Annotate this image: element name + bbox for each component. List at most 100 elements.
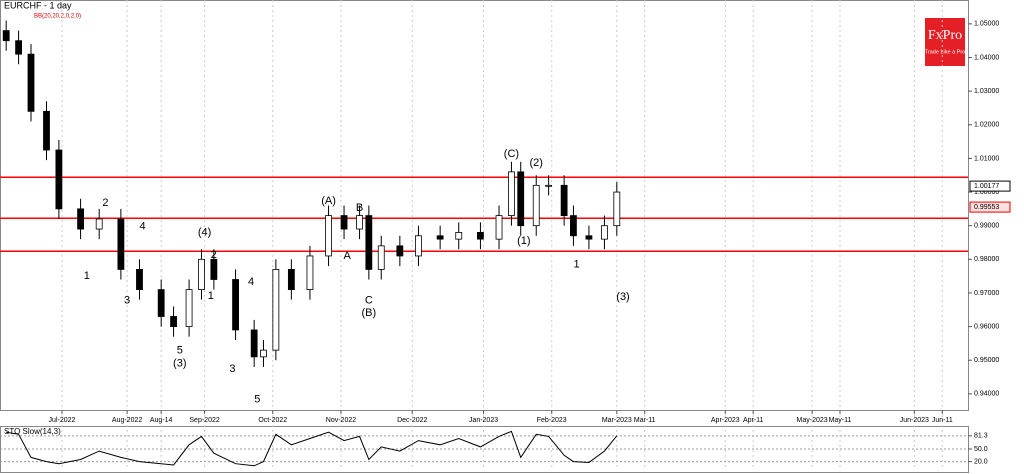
y-tick-label: 0.99000 (974, 223, 999, 230)
candle-body (325, 215, 332, 257)
wave-label: (4) (198, 226, 211, 238)
candle-body (136, 269, 143, 290)
wave-label: A (343, 250, 351, 262)
x-tick-label: Oct-2022 (258, 417, 287, 424)
y-tick-label: 1.02000 (974, 122, 999, 129)
candle-body (250, 329, 258, 358)
candle-body (306, 255, 314, 290)
wave-label: (1) (517, 235, 530, 247)
wave-label: 3 (124, 294, 130, 306)
price-label: 1.00177 (974, 183, 999, 190)
wave-label: 4 (248, 276, 254, 288)
candle-body (477, 232, 484, 240)
y-tick-label: 0.98000 (974, 256, 999, 263)
candle-body (455, 232, 463, 240)
x-tick-label: Mar-2023 (602, 417, 632, 424)
candle-body (272, 269, 280, 351)
candle-body (560, 184, 568, 216)
candle-body (232, 279, 239, 331)
candle-body (436, 235, 444, 240)
candle-body (27, 53, 35, 112)
y-tick-label: 1.03000 (974, 88, 999, 95)
candle-body (117, 218, 125, 270)
wave-label: C (365, 294, 373, 306)
candle-body (396, 245, 404, 257)
x-tick-label: Nov-2022 (326, 417, 356, 424)
wave-label: 4 (140, 220, 146, 232)
x-tick-label: Aug-14 (150, 417, 173, 424)
candle-body (377, 245, 385, 270)
x-tick-label: May-2023 (797, 417, 828, 424)
candle-body (287, 269, 295, 290)
wave-label: (3) (616, 291, 629, 303)
candle-body (95, 218, 103, 230)
sto-line (6, 430, 618, 467)
candle-body (210, 258, 218, 280)
y-tick-label: 81.3 (974, 433, 988, 440)
y-tick-label: 1.05000 (974, 21, 999, 28)
price-label: 0.99553 (974, 204, 999, 211)
chart-title: EURCHF - 1 day (4, 0, 72, 10)
y-tick-label: 50.0 (974, 446, 988, 453)
candle-body (495, 215, 503, 240)
logo-tagline: Trade Like a Pro (925, 49, 965, 55)
candle-body (601, 225, 608, 240)
wave-label: (A) (321, 195, 336, 207)
x-tick-label: Feb-2023 (537, 417, 567, 424)
candle-body (55, 149, 63, 210)
y-tick-label: 1.04000 (974, 54, 999, 61)
wave-label: 1 (208, 290, 214, 302)
candle-body (356, 215, 363, 230)
candle-body (365, 215, 373, 270)
wave-label: (3) (173, 357, 186, 369)
candle-body (43, 110, 50, 151)
y-tick-label: 20.0 (974, 458, 988, 465)
sto-title: STO Slow(14,3) (4, 427, 61, 436)
candle-body (545, 184, 553, 187)
logo-box (925, 18, 965, 66)
wave-label: (C) (504, 148, 519, 160)
candle-body (508, 171, 515, 216)
y-tick-label: 0.95000 (974, 357, 999, 364)
y-tick-label: 0.94000 (974, 391, 999, 398)
indicator-label: BB(20,20,2,0,2.0) (34, 14, 81, 20)
y-tick-label: 0.97000 (974, 290, 999, 297)
wave-label: 1 (573, 258, 579, 270)
x-tick-label: Mar-11 (634, 417, 656, 424)
candle-body (185, 289, 193, 327)
x-tick-label: Jan-2023 (469, 417, 498, 424)
candle-body (585, 235, 593, 240)
x-tick-label: Jun-2023 (900, 417, 929, 424)
candle-body (157, 289, 165, 317)
candle-body (260, 349, 267, 358)
candle-body (2, 30, 10, 42)
candle-body (415, 235, 422, 257)
price-label-box (969, 180, 1011, 192)
price-label-box (969, 201, 1011, 213)
x-tick-label: Jun-11 (932, 417, 953, 424)
main-panel (0, 0, 969, 411)
x-tick-label: Apr-2023 (711, 417, 740, 424)
wave-label: (B) (362, 307, 377, 319)
candle-body (15, 40, 22, 55)
wave-label: (2) (530, 157, 543, 169)
y-tick-label: 0.96000 (974, 323, 999, 330)
x-tick-label: Apr-11 (743, 417, 764, 424)
wave-label: 1 (84, 270, 90, 282)
wave-label: 2 (211, 249, 217, 261)
candle-body (570, 215, 577, 237)
logo-name: FxPro (928, 28, 962, 43)
wave-label: 3 (229, 363, 235, 375)
candle-body (198, 258, 205, 290)
wave-label: 5 (254, 393, 260, 405)
candle-body (340, 215, 348, 230)
wave-label: B (356, 202, 363, 214)
x-tick-label: Dec-2022 (397, 417, 427, 424)
x-tick-label: May-11 (829, 417, 852, 424)
x-tick-label: Aug-2022 (112, 417, 142, 424)
y-tick-label: 1.00000 (974, 189, 999, 196)
candle-body (77, 208, 84, 230)
candle-body (170, 316, 177, 327)
x-tick-label: Sep-2022 (189, 417, 219, 424)
